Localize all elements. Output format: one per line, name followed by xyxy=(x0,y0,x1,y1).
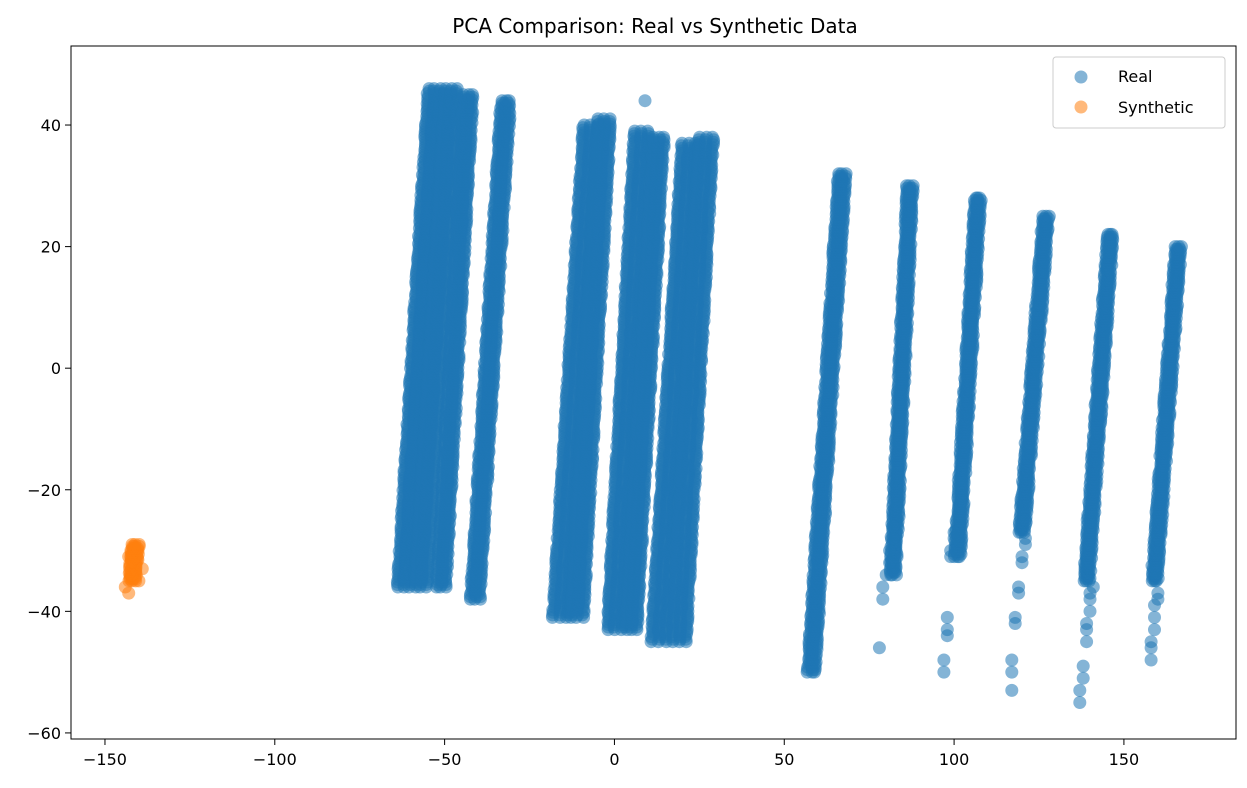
chart-title: PCA Comparison: Real vs Synthetic Data xyxy=(452,14,858,38)
real-point xyxy=(502,94,516,108)
real-point xyxy=(465,88,479,102)
plot-area xyxy=(118,82,1188,709)
real-point xyxy=(657,130,671,144)
real-point xyxy=(603,112,617,126)
